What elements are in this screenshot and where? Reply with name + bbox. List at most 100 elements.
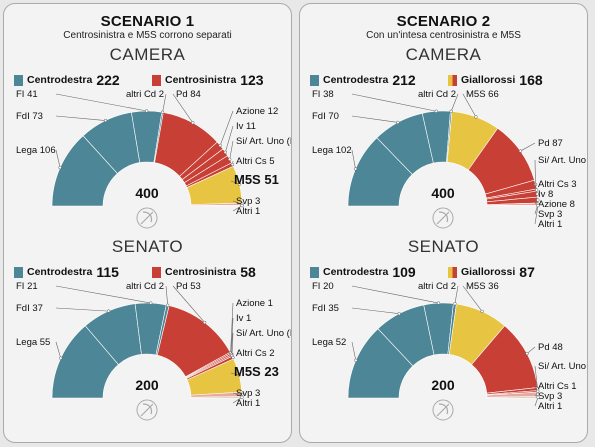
legend-swatch bbox=[14, 266, 23, 278]
label-fdi: FdI 35 bbox=[312, 303, 339, 314]
leader-dot bbox=[218, 143, 222, 148]
leader-dot bbox=[474, 115, 478, 119]
chamber-title-senato: SENATO bbox=[407, 237, 480, 256]
leader-dot bbox=[240, 395, 244, 399]
leader-iv bbox=[231, 317, 234, 355]
scenario-title: SCENARIO 1 bbox=[100, 13, 195, 30]
legend-swatch bbox=[310, 74, 319, 86]
senato-hemicycle-chart: FI 20 FdI 35 Lega 52 altri Cd 2 M5S 36 Pd 48 S… bbox=[312, 281, 588, 421]
legend-item-centrodestra: Centrodestra 115 bbox=[14, 264, 119, 280]
leader-dot bbox=[160, 110, 165, 114]
leader-dot bbox=[525, 351, 529, 356]
total-seats: 200 bbox=[135, 377, 159, 393]
scenario-2-panel: SCENARIO 2 Con un'intesa centrosinistra … bbox=[299, 3, 588, 443]
label-pd: Pd 53 bbox=[176, 281, 201, 292]
label-fi: FI 21 bbox=[16, 281, 38, 292]
leader-dot bbox=[202, 320, 207, 325]
leader-lega bbox=[351, 341, 357, 361]
scenario-subtitle: Centrosinistra e M5S corrono separati bbox=[63, 30, 232, 41]
legend-value: 87 bbox=[519, 264, 535, 280]
label-altri-cs: Altri Cs 1 bbox=[538, 381, 577, 392]
legend-value: 212 bbox=[392, 72, 416, 88]
leader-fi bbox=[55, 93, 147, 112]
leader-azione bbox=[219, 110, 234, 146]
leader-altri-cd bbox=[450, 93, 459, 112]
label-lega: Lega 52 bbox=[312, 337, 346, 348]
leader-azione bbox=[230, 302, 234, 353]
label-si-art-uno-leu: Si/ Art. Uno (Leu) 11 bbox=[236, 136, 292, 147]
leader-fi bbox=[351, 93, 437, 112]
senato-hemicycle-chart: FI 21 FdI 37 Lega 55 altri Cd 2 Pd 53 Azione … bbox=[16, 281, 292, 421]
leader-pd bbox=[526, 346, 536, 354]
legend-label: Centrodestra bbox=[323, 266, 389, 278]
leader-pd bbox=[172, 93, 194, 123]
label-fi: FI 38 bbox=[312, 89, 334, 100]
label-altri-cs: Altri Cs 2 bbox=[236, 348, 275, 359]
label-lega: Lega 102 bbox=[312, 145, 352, 156]
label-m5s: M5S 36 bbox=[466, 281, 499, 292]
label-iv: Iv 11 bbox=[236, 121, 256, 132]
leader-si-art-uno-leu bbox=[534, 365, 538, 390]
legend-swatch bbox=[152, 74, 161, 86]
leader-dot bbox=[535, 192, 539, 196]
chamber-emblem-icon bbox=[432, 207, 454, 229]
label-altri-cd: altri Cd 2 bbox=[418, 89, 456, 100]
leader-dot bbox=[436, 301, 441, 305]
label-si-art-uno-leu: Si/ Art. Uno (Leu) 1 bbox=[236, 328, 292, 339]
leader-fdi bbox=[351, 307, 400, 314]
legend-label: Centrosinistra bbox=[165, 266, 237, 278]
legend-swatch bbox=[152, 266, 161, 278]
leader-si-art-uno-leu bbox=[534, 159, 536, 185]
leader-dot bbox=[237, 182, 242, 186]
leader-dot bbox=[354, 358, 358, 362]
leader-altri-cd bbox=[454, 285, 459, 304]
leader-fdi bbox=[55, 307, 109, 312]
leader-dot bbox=[228, 157, 232, 161]
leader-lega bbox=[55, 341, 62, 359]
chamber-emblem-icon bbox=[136, 399, 158, 421]
leader-dot bbox=[534, 188, 539, 192]
leader-dot bbox=[103, 118, 108, 123]
label-azione: Azione 1 bbox=[236, 298, 273, 309]
legend-label: Centrodestra bbox=[27, 266, 93, 278]
label-iv: Iv 1 bbox=[236, 313, 251, 324]
total-seats: 200 bbox=[431, 377, 455, 393]
leader-dot bbox=[353, 167, 358, 171]
legend-item-centrosinistra: Centrosinistra 123 bbox=[152, 72, 264, 88]
leader-si-art-uno-leu bbox=[229, 140, 234, 160]
legend-item-centrodestra: Centrodestra 222 bbox=[14, 72, 120, 88]
legend-value: 115 bbox=[96, 264, 119, 280]
legend-label: Giallorossi bbox=[461, 74, 516, 86]
legend-camera: Centrodestra 222 Centrosinistra 123 bbox=[4, 72, 291, 88]
leader-lega bbox=[351, 149, 356, 170]
leader-dot bbox=[518, 149, 523, 153]
leader-m5s bbox=[462, 93, 477, 118]
leader-dot bbox=[434, 109, 438, 113]
label-pd: Pd 48 bbox=[538, 342, 563, 353]
leader-altri-cd bbox=[165, 285, 169, 306]
leader-dot bbox=[396, 120, 400, 125]
label-fdi: FdI 73 bbox=[16, 111, 43, 122]
legend-item-centrodestra: Centrodestra 212 bbox=[310, 72, 416, 88]
label-lega: Lega 55 bbox=[16, 337, 50, 348]
chamber-title-camera: CAMERA bbox=[109, 45, 186, 64]
leader-dot bbox=[237, 373, 241, 377]
leader-altri bbox=[232, 397, 243, 404]
leader-dot bbox=[449, 109, 453, 114]
label-lega: Lega 106 bbox=[16, 145, 56, 156]
chamber-emblem-icon bbox=[432, 399, 454, 421]
label-svp: Svp 3 bbox=[236, 388, 260, 399]
leader-lega bbox=[55, 149, 61, 168]
slice-altri bbox=[190, 204, 243, 207]
label-fi: FI 20 bbox=[312, 281, 334, 292]
leader-dot bbox=[536, 395, 540, 399]
label-azione: Azione 8 bbox=[538, 199, 575, 210]
scenario-1-panel: SCENARIO 1 Centrosinistra e M5S corrono … bbox=[3, 3, 292, 443]
scenario-subtitle: Con un'intesa centrosinistra e M5S bbox=[366, 30, 521, 41]
leader-fdi bbox=[351, 115, 398, 123]
legend-value: 222 bbox=[96, 72, 120, 88]
label-si-art-uno-leu: Si/ Art. Uno (Leu) 2 bbox=[538, 361, 588, 372]
legend-senato: Centrodestra 109 Giallorossi 87 bbox=[300, 264, 587, 280]
legend-value: 58 bbox=[240, 264, 256, 280]
leader-dot bbox=[240, 203, 244, 208]
